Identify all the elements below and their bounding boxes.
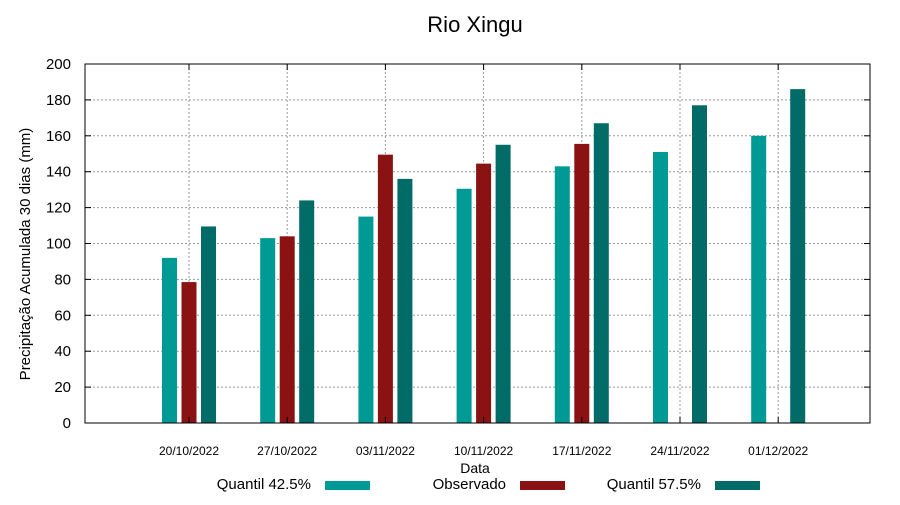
bar [593,123,609,424]
legend-swatch [715,481,760,490]
bar [201,226,216,423]
bar [476,163,492,423]
y-tick-label: 60 [54,307,71,324]
bar [574,143,590,423]
chart-title: Rio Xingu [427,12,522,37]
bar [377,154,393,423]
bar [790,89,806,423]
x-tick-label: 01/12/2022 [748,444,808,458]
bar [397,178,413,423]
legend-label: Quantil 42.5% [217,476,311,493]
bar [260,238,276,423]
x-tick-label: 03/11/2022 [356,444,415,458]
bar [299,200,315,423]
x-tick-label: 27/10/2022 [257,444,317,458]
x-tick-label: 24/11/2022 [650,444,709,458]
x-tick-label: 10/11/2022 [454,444,513,458]
y-tick-label: 180 [46,92,71,109]
legend-label: Quantil 57.5% [607,476,701,493]
bars [162,89,806,424]
legend-swatch [520,481,565,490]
y-tick-label: 140 [46,164,71,181]
bar [751,135,767,424]
bar [456,188,472,423]
bar [181,282,197,423]
bar [279,236,295,423]
bar [162,257,177,423]
y-tick-label: 160 [46,128,71,145]
legend: Quantil 42.5% Observado Quantil 57.5% [217,476,760,493]
bar [554,166,570,423]
y-ticks: 0 20 40 60 80 100 120 140 160 180 200 [46,56,870,432]
y-tick-label: 100 [46,236,71,253]
legend-swatch [325,481,370,490]
y-tick-label: 40 [54,343,71,360]
y-tick-label: 0 [63,415,71,432]
x-tick-label: 20/10/2022 [159,444,219,458]
x-axis-label: Data [460,460,490,476]
y-axis-label: Precipitação Acumulada 30 dias (mm) [17,128,34,381]
bar [358,216,374,423]
bar [495,144,511,423]
x-ticks: 20/10/2022 27/10/2022 03/11/2022 10/11/2022… [159,64,809,458]
y-tick-label: 200 [46,56,71,73]
bar [653,151,668,423]
legend-label: Observado [433,476,506,493]
x-tick-label: 17/11/2022 [552,444,611,458]
bar [692,105,707,423]
y-tick-label: 20 [54,379,71,396]
y-tick-label: 120 [46,200,71,217]
y-tick-label: 80 [54,271,71,288]
